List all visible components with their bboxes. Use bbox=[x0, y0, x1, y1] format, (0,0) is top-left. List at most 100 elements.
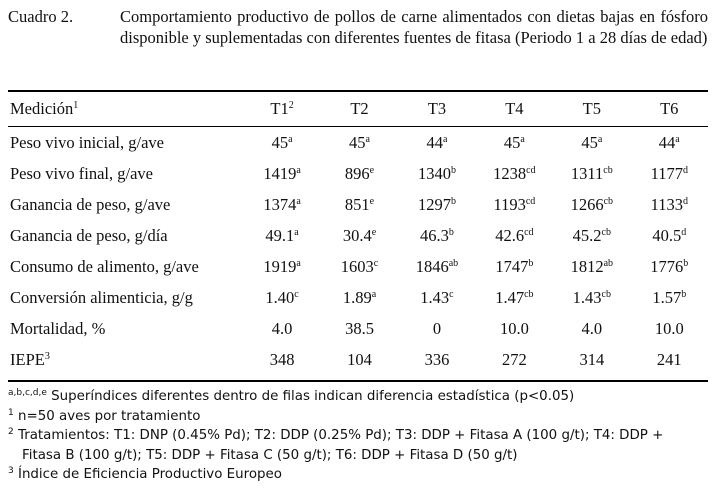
cell-value: 1266 bbox=[570, 194, 604, 214]
cell-value: 1.43 bbox=[420, 287, 450, 307]
table-cell: 4.0 bbox=[553, 313, 630, 344]
cell-superscript: a bbox=[365, 133, 370, 145]
table-cell: 1.43c bbox=[398, 282, 475, 313]
footnotes: a,b,c,d,e Superíndices diferentes dentro… bbox=[8, 387, 713, 485]
header-superscript: 1 bbox=[73, 100, 79, 111]
cell-value: 314 bbox=[579, 349, 605, 369]
table-cell: 1.89a bbox=[321, 282, 398, 313]
cell-value: 1238 bbox=[493, 163, 527, 183]
cell-superscript: a bbox=[371, 288, 377, 300]
footnote-2: 2 Tratamientos: T1: DNP (0.45% Pd); T2: … bbox=[8, 426, 713, 446]
row-label-text: Mortalidad, % bbox=[10, 318, 106, 338]
cell-value: 45 bbox=[349, 132, 366, 152]
column-header-t3: T3 bbox=[398, 94, 475, 124]
cell-value: 1812 bbox=[570, 256, 604, 276]
cell-superscript: a bbox=[296, 257, 301, 269]
table-cell: 1297b bbox=[398, 189, 475, 220]
table-cell: 45a bbox=[476, 124, 553, 158]
header-label: T1 bbox=[270, 99, 289, 118]
row-label: Consumo de alimento, g/ave bbox=[8, 251, 243, 282]
row-label: Ganancia de peso, g/ave bbox=[8, 189, 243, 220]
row-label: Peso vivo final, g/ave bbox=[8, 158, 243, 189]
table-cell: 10.0 bbox=[631, 313, 708, 344]
cell-superscript: b bbox=[528, 257, 534, 269]
table-cell: 45a bbox=[553, 124, 630, 158]
table-cell: 1.47cb bbox=[476, 282, 553, 313]
table-row: IEPE3 348 104 336 272 314 241 bbox=[8, 344, 708, 375]
table-cell: 1133d bbox=[631, 189, 708, 220]
cell-value: 1419 bbox=[263, 163, 297, 183]
cell-value: 1133 bbox=[650, 194, 683, 214]
table-row: Peso vivo final, g/ave 1419a 896e 1340b 1238… bbox=[8, 158, 708, 189]
table-cell: 1.40c bbox=[243, 282, 320, 313]
cell-superscript: d bbox=[682, 195, 688, 207]
cell-value: 10.0 bbox=[499, 318, 529, 338]
table-cell: 1311cb bbox=[553, 158, 630, 189]
row-label-text: Ganancia de peso, g/día bbox=[10, 225, 168, 245]
footnote-text: Fitasa B (100 g/t); T5: DDP + Fitasa C (… bbox=[22, 447, 518, 463]
cell-value: 348 bbox=[269, 349, 295, 369]
footnote-text: Superíndices diferentes dentro de filas … bbox=[46, 389, 575, 404]
table-cell: 1340b bbox=[398, 158, 475, 189]
table-cell: 49.1a bbox=[243, 220, 320, 251]
table-cell: 45a bbox=[243, 124, 320, 158]
header-row: Medición1 T12 T2 T3 T4 T5 T6 bbox=[8, 94, 708, 124]
cell-value: 10.0 bbox=[654, 318, 684, 338]
cell-value: 45 bbox=[503, 132, 521, 152]
footnote-mark: 2 bbox=[8, 427, 14, 437]
table-header: Medición1 T12 T2 T3 T4 T5 T6 bbox=[8, 94, 708, 124]
table-cell: 1603c bbox=[321, 251, 398, 282]
table-cell: 40.5d bbox=[631, 220, 708, 251]
cell-superscript: cb bbox=[603, 195, 614, 207]
caption-label: Cuadro 2. bbox=[8, 7, 74, 26]
table-cell: 46.3b bbox=[398, 220, 475, 251]
table-row: Conversión alimenticia, g/g 1.40c 1.89a 1.4… bbox=[8, 282, 708, 313]
cell-superscript: a bbox=[675, 133, 680, 145]
cell-value: 42.6 bbox=[495, 225, 525, 245]
table-row: Ganancia de peso, g/ave 1374a 851e 1297b 119… bbox=[8, 189, 708, 220]
row-label: Ganancia de peso, g/día bbox=[8, 220, 243, 251]
cell-value: 1603 bbox=[340, 256, 374, 276]
cell-superscript: cb bbox=[524, 288, 534, 300]
column-header-t1: T12 bbox=[243, 94, 320, 124]
table-bottom-rule bbox=[8, 380, 708, 382]
column-header-t4: T4 bbox=[476, 94, 553, 124]
footnote-3: 3 Índice de Eficiencia Productivo Europe… bbox=[8, 465, 713, 485]
table-row: Ganancia de peso, g/día 49.1a 30.4e 46.3b 42… bbox=[8, 220, 708, 251]
cell-superscript: cd bbox=[524, 226, 534, 238]
table-cell: 42.6cd bbox=[476, 220, 553, 251]
cell-value: 0 bbox=[432, 318, 442, 338]
cell-value: 1177 bbox=[650, 163, 683, 183]
column-header-t6: T6 bbox=[631, 94, 708, 124]
cell-superscript: cb bbox=[603, 164, 613, 176]
table-cell: 241 bbox=[631, 344, 708, 375]
table-cell: 30.4e bbox=[321, 220, 398, 251]
table-row: Peso vivo inicial, g/ave 45a 45a 44a 45a 45a 4… bbox=[8, 124, 708, 158]
cell-value: 40.5 bbox=[652, 225, 682, 245]
cell-superscript: a bbox=[520, 133, 525, 145]
column-header-t2: T2 bbox=[321, 94, 398, 124]
footnote-1: 1 n=50 aves por tratamiento bbox=[8, 407, 713, 427]
cell-value: 1.43 bbox=[572, 287, 602, 307]
cell-superscript: c bbox=[449, 288, 454, 300]
cell-value: 1846 bbox=[415, 256, 449, 276]
cell-value: 44 bbox=[426, 132, 443, 152]
cell-value: 45.2 bbox=[572, 225, 602, 245]
cell-value: 1.57 bbox=[652, 287, 682, 307]
header-label: T6 bbox=[660, 99, 679, 118]
row-label-text: Peso vivo final, g/ave bbox=[10, 163, 153, 183]
cell-value: 104 bbox=[347, 349, 372, 369]
row-label-text: Ganancia de peso, g/ave bbox=[10, 194, 171, 214]
table-cell: 1812ab bbox=[553, 251, 630, 282]
cell-superscript: cb bbox=[601, 288, 611, 300]
results-table: Medición1 T12 T2 T3 T4 T5 T6 Peso vivo inicial… bbox=[8, 94, 708, 375]
row-label-text: Peso vivo inicial, g/ave bbox=[10, 132, 164, 152]
table-cell: 1238cd bbox=[476, 158, 553, 189]
footnote-mark: 3 bbox=[8, 466, 14, 476]
cell-superscript: c bbox=[373, 257, 379, 269]
table-cell: 1.43cb bbox=[553, 282, 630, 313]
footnote-mark: 1 bbox=[8, 407, 14, 418]
cell-value: 45 bbox=[581, 132, 598, 152]
cell-value: 1297 bbox=[417, 194, 451, 214]
cell-superscript: e bbox=[371, 226, 377, 238]
